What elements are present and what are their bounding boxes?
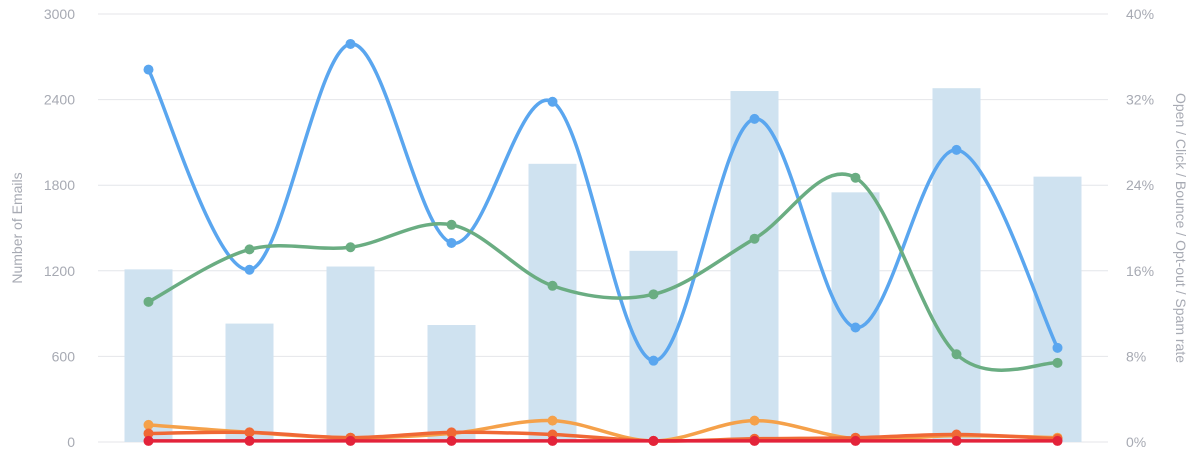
data-point bbox=[951, 144, 962, 155]
data-point bbox=[749, 435, 760, 446]
left-tick-label: 1200 bbox=[44, 263, 75, 279]
data-point bbox=[547, 280, 558, 291]
right-axis-ticks: 0% 8% 16% 24% 32% 40% bbox=[1126, 6, 1154, 450]
data-point bbox=[547, 96, 558, 107]
left-tick-label: 0 bbox=[67, 434, 75, 450]
data-point bbox=[143, 428, 154, 439]
data-point bbox=[749, 415, 760, 426]
line-series-5 bbox=[143, 435, 1063, 446]
data-point bbox=[951, 349, 962, 360]
line-series-2 bbox=[143, 172, 1063, 372]
right-tick-label: 8% bbox=[1126, 348, 1146, 364]
data-point bbox=[446, 237, 457, 248]
data-point bbox=[345, 435, 356, 446]
bar bbox=[427, 325, 476, 442]
left-tick-label: 3000 bbox=[44, 6, 75, 22]
left-tick-label: 600 bbox=[52, 348, 76, 364]
left-axis-title: Number of Emails bbox=[9, 172, 25, 283]
data-point bbox=[244, 427, 255, 438]
data-point bbox=[850, 172, 861, 183]
data-point bbox=[1052, 357, 1063, 368]
line-series-1 bbox=[143, 38, 1063, 366]
right-tick-label: 32% bbox=[1126, 92, 1154, 108]
left-tick-label: 2400 bbox=[44, 92, 75, 108]
data-point bbox=[547, 415, 558, 426]
data-point bbox=[244, 435, 255, 446]
data-point bbox=[850, 435, 861, 446]
right-tick-label: 16% bbox=[1126, 263, 1154, 279]
data-point bbox=[648, 435, 659, 446]
series-line bbox=[146, 42, 1060, 363]
data-point bbox=[1052, 435, 1063, 446]
data-point bbox=[244, 244, 255, 255]
data-point bbox=[951, 435, 962, 446]
line-series bbox=[143, 38, 1063, 446]
data-point bbox=[143, 296, 154, 307]
right-tick-label: 24% bbox=[1126, 177, 1154, 193]
data-point bbox=[749, 113, 760, 124]
bar bbox=[124, 269, 173, 442]
data-point bbox=[648, 289, 659, 300]
right-tick-label: 40% bbox=[1126, 6, 1154, 22]
data-point bbox=[446, 219, 457, 230]
data-point bbox=[143, 435, 154, 446]
data-point bbox=[345, 242, 356, 253]
data-point bbox=[749, 233, 760, 244]
data-point bbox=[547, 435, 558, 446]
series-line bbox=[146, 172, 1060, 372]
data-point bbox=[446, 435, 457, 446]
data-point bbox=[1052, 342, 1063, 353]
bar bbox=[932, 88, 981, 442]
bar-series bbox=[124, 88, 1082, 443]
data-point bbox=[648, 355, 659, 366]
bar bbox=[528, 163, 577, 443]
bar bbox=[225, 323, 274, 442]
bar bbox=[730, 91, 779, 442]
right-tick-label: 0% bbox=[1126, 434, 1146, 450]
data-point bbox=[446, 427, 457, 438]
left-tick-label: 1800 bbox=[44, 177, 75, 193]
left-axis-ticks: 0 600 1200 1800 2400 3000 bbox=[44, 6, 75, 450]
data-point bbox=[143, 64, 154, 75]
data-point bbox=[244, 264, 255, 275]
bar bbox=[326, 266, 375, 442]
data-point bbox=[143, 419, 154, 430]
series-line bbox=[146, 430, 1060, 443]
right-axis-title: Open / Click / Bounce / Opt-out / Spam r… bbox=[1173, 93, 1189, 363]
data-point bbox=[850, 322, 861, 333]
data-point bbox=[345, 38, 356, 49]
